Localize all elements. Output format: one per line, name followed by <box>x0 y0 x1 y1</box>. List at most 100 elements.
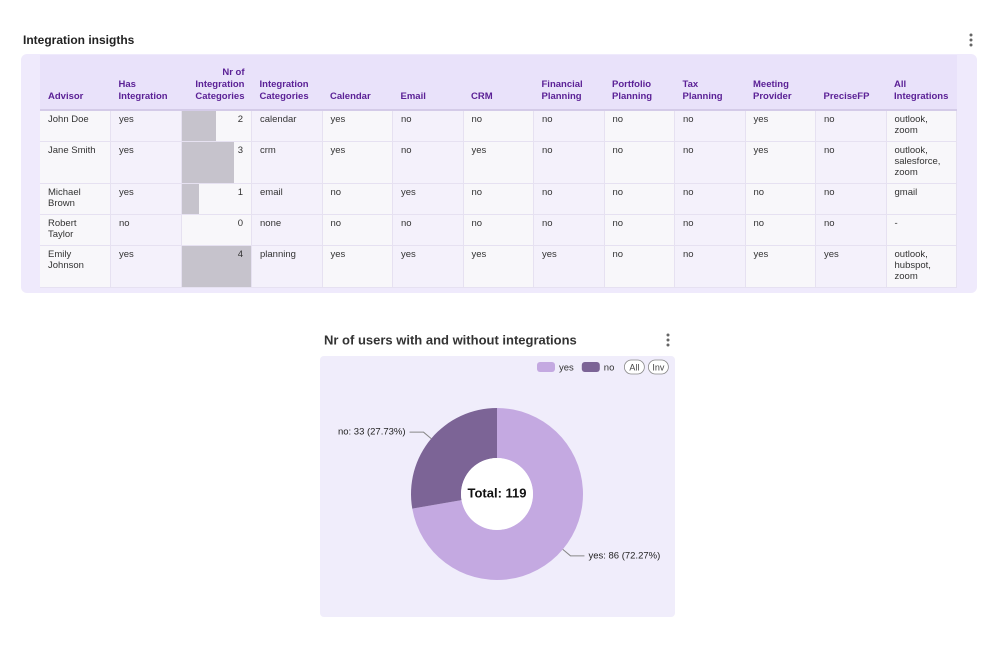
table-cell: yes <box>392 245 464 288</box>
table-row: John Doe yes 2 calendar yes no no no no no yes no ou… <box>40 110 957 142</box>
table-cell: no <box>674 245 746 288</box>
table-cell: - <box>886 214 957 246</box>
legend-label: yes <box>559 363 574 374</box>
table-cell: no <box>533 183 605 215</box>
column-header: Email <box>392 55 463 111</box>
legend-button[interactable] <box>623 359 645 375</box>
cell-text: 1 <box>237 187 243 198</box>
column-header: Calendar <box>322 55 393 111</box>
legend-swatch <box>537 362 555 372</box>
column-header: PreciseFP <box>815 55 886 111</box>
table-cell: yes <box>533 245 605 288</box>
table-cell: 4 <box>181 245 252 288</box>
table-cell: Jane Smith <box>40 141 111 184</box>
table-cell: no <box>815 110 887 142</box>
column-header: Integration Categories <box>251 55 322 111</box>
table-cell: crm <box>251 141 323 184</box>
table-cell: no <box>463 214 534 246</box>
table-cell: planning <box>251 245 323 288</box>
table-cell: no <box>392 141 464 184</box>
table-cell: yes <box>322 141 393 184</box>
table-cell: 1 <box>181 183 252 215</box>
table-cell: no <box>533 141 605 184</box>
table-row: Robert Taylor no 0 none no no no no no no no no - <box>40 214 957 246</box>
table-cell: yes <box>110 110 182 142</box>
table-cell: email <box>251 183 323 215</box>
legend-button-label[interactable]: All <box>629 362 639 372</box>
section-title: Integration insigths <box>23 33 135 47</box>
table-cell: yes <box>322 245 393 288</box>
cell-bar <box>181 111 217 141</box>
table-cell: yes <box>463 141 534 184</box>
table-cell: no <box>815 183 887 215</box>
table-cell: no <box>745 214 816 246</box>
legend-button-label[interactable]: Inv <box>652 362 665 372</box>
table-cell: yes <box>110 245 182 288</box>
legend-swatch <box>581 362 600 372</box>
table-cell: no <box>674 214 746 246</box>
table-row: Emily Johnson yes 4 planning yes yes yes yes no n… <box>40 245 957 288</box>
leader-line <box>409 431 432 440</box>
table-cell: outlook, hubspot, zoom <box>886 245 957 288</box>
table-cell: no <box>604 183 675 215</box>
column-header: All Integrations <box>886 55 957 111</box>
table-cell: no <box>674 110 746 142</box>
column-header: Meeting Provider <box>745 55 816 111</box>
column-header: Financial Planning <box>533 55 604 111</box>
table-cell: no <box>322 183 393 215</box>
column-header: Advisor <box>40 55 111 111</box>
table-cell: 0 <box>181 214 252 246</box>
menu-dot[interactable] <box>969 38 973 42</box>
table-cell: no <box>533 214 605 246</box>
menu-dot[interactable] <box>969 43 973 47</box>
table-cell: outlook, zoom <box>886 110 957 142</box>
column-header: Tax Planning <box>674 55 745 111</box>
table-cell: gmail <box>886 183 957 215</box>
table-cell: yes <box>745 141 816 184</box>
menu-dot[interactable] <box>666 333 670 337</box>
table-row: Jane Smith yes 3 crm yes no yes no no no yes no outl… <box>40 141 957 184</box>
table-cell: no <box>392 110 464 142</box>
table-cell: calendar <box>251 110 323 142</box>
table-cell: 3 <box>181 141 252 184</box>
table-cell: yes <box>392 183 464 215</box>
menu-dot[interactable] <box>666 338 670 342</box>
table-body: John Doe yes 2 calendar yes no no no no no yes no ou… <box>40 110 957 288</box>
table-cell: no <box>674 183 746 215</box>
table-cell: John Doe <box>40 110 111 142</box>
cell-text: 2 <box>237 114 243 125</box>
table-cell: none <box>251 214 323 246</box>
leader-line <box>562 548 585 557</box>
donut-slice <box>411 407 497 509</box>
table-cell: no <box>463 183 534 215</box>
donut-slice <box>412 408 583 580</box>
cell-bar <box>181 246 251 287</box>
cell-bar <box>181 142 234 183</box>
table-cell: no <box>604 141 675 184</box>
table-cell: yes <box>463 245 534 288</box>
menu-dot[interactable] <box>969 33 973 37</box>
legend-button[interactable] <box>647 359 669 375</box>
table-cell: yes <box>745 110 816 142</box>
table-cell: no <box>392 214 464 246</box>
table-cell: no <box>533 110 605 142</box>
table-cell: no <box>815 214 887 246</box>
cell-text: 4 <box>237 249 243 260</box>
table-cell: no <box>674 141 746 184</box>
column-header: Portfolio Planning <box>604 55 675 111</box>
table-cell: no <box>815 141 887 184</box>
table-cell: Michael Brown <box>40 183 111 215</box>
table-cell: no <box>745 183 816 215</box>
table-cell: no <box>604 245 675 288</box>
cell-text: 0 <box>237 218 243 229</box>
table-cell: yes <box>322 110 393 142</box>
table-row: Michael Brown yes 1 email no yes no no no no no no g… <box>40 183 957 215</box>
table-cell: Emily Johnson <box>40 245 111 288</box>
table-cell: no <box>322 214 393 246</box>
table-cell: yes <box>110 141 182 184</box>
table-cell: Robert Taylor <box>40 214 111 246</box>
table-cell: yes <box>745 245 816 288</box>
menu-dot[interactable] <box>666 343 670 347</box>
